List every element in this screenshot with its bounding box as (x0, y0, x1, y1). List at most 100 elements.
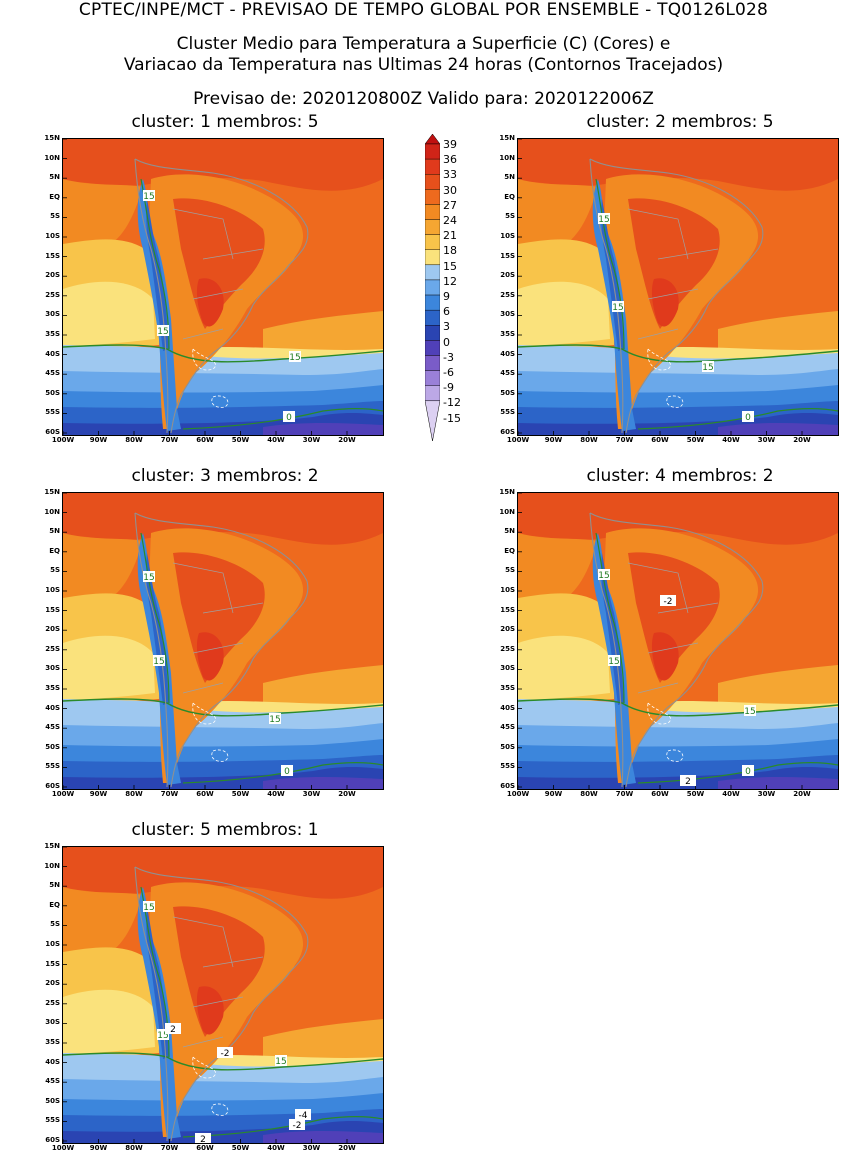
lon-tick: 80W (580, 436, 598, 444)
colorbar-label: 0 (443, 335, 450, 349)
colorbar-label: 12 (443, 274, 457, 288)
colorbar-segment (425, 385, 440, 401)
contour-label: 15 (143, 571, 155, 583)
lat-tick: 5N (49, 881, 60, 890)
lat-tick: 15N (499, 488, 515, 496)
colorbar-label: 39 (443, 138, 457, 151)
lat-tick: 60S (500, 428, 515, 436)
lat-tick: 60S (45, 782, 60, 790)
map-panel-5: 15 15 15 2 -2 -4 -2 2 (62, 846, 384, 1144)
colorbar (425, 134, 440, 441)
lat-tick: 45S (500, 723, 515, 732)
lat-tick: 5S (50, 920, 60, 929)
svg-text:15: 15 (612, 303, 623, 313)
lat-tick: 5S (505, 212, 515, 221)
colorbar-label: -9 (443, 381, 454, 395)
lat-tick: 10N (499, 153, 515, 162)
lon-tick: 20W (793, 790, 811, 798)
lon-tick: 20W (793, 436, 811, 444)
lat-tick: EQ (49, 192, 60, 201)
svg-text:15: 15 (598, 215, 609, 225)
colorbar-label: 9 (443, 290, 450, 303)
colorbar-label: 15 (443, 259, 457, 273)
map-canvas: 15 15 15 0 (63, 493, 383, 789)
lat-tick: EQ (49, 900, 60, 909)
colorbar-segment (425, 204, 440, 220)
lat-tick: 10S (500, 232, 515, 240)
lat-tick: 45S (45, 1077, 60, 1086)
contour-label: 15 (612, 301, 624, 313)
svg-text:-2: -2 (293, 1121, 302, 1131)
contour-label: 15 (702, 361, 714, 373)
lat-tick: 5S (50, 212, 60, 221)
lat-tick: 10N (44, 861, 60, 870)
lat-tick: 35S (500, 330, 515, 338)
lon-tick: 40W (267, 790, 285, 798)
colorbar-label: 27 (443, 198, 457, 212)
anomaly-label: -2 (289, 1119, 305, 1131)
lat-tick: 55S (45, 762, 60, 771)
lat-tick: 35S (45, 330, 60, 338)
lon-tick: 30W (302, 1144, 321, 1152)
lat-tick: 55S (45, 1116, 60, 1125)
header-line-4: Previsao de: 2020120800Z Valido para: 20… (193, 89, 654, 109)
svg-text:15: 15 (275, 1057, 286, 1067)
lon-tick: 70W (615, 436, 634, 444)
lat-tick: 60S (45, 1136, 60, 1144)
svg-text:15: 15 (153, 657, 164, 667)
lat-tick: 15N (499, 134, 515, 142)
contour-label: 0 (742, 411, 754, 423)
anomaly-label: 2 (165, 1023, 181, 1035)
svg-text:15: 15 (157, 327, 168, 337)
lon-tick: 90W (89, 1144, 108, 1152)
lat-tick: 60S (45, 428, 60, 436)
lat-tick: 40S (45, 1057, 60, 1066)
lat-tick: 15N (44, 134, 60, 142)
map-canvas: 15 15 15 0 (518, 139, 838, 435)
lat-tick: 15S (45, 605, 60, 614)
svg-text:2: 2 (200, 1135, 206, 1143)
lon-tick: 50W (231, 1144, 250, 1152)
lon-tick: 70W (615, 790, 634, 798)
lat-tick: 20S (500, 625, 515, 634)
contour-label: 15 (143, 190, 155, 202)
lon-tick: 90W (89, 790, 108, 798)
lat-tick: 10S (45, 940, 60, 948)
lat-tick: 25S (45, 998, 60, 1007)
lat-tick: 25S (45, 290, 60, 299)
colorbar-segment (425, 264, 440, 281)
lat-tick: 45S (45, 723, 60, 732)
lat-tick: 30S (45, 1018, 60, 1027)
lon-tick: 80W (125, 436, 143, 444)
lon-tick: 80W (125, 1144, 143, 1152)
colorbar-segment (425, 325, 440, 341)
lon-tick: 70W (160, 1144, 179, 1152)
colorbar-segment (425, 134, 440, 145)
lat-tick: 15S (45, 251, 60, 260)
colorbar-label: 3 (443, 320, 450, 334)
anomaly-label: -4 (295, 1109, 311, 1121)
lon-tick: 60W (196, 1144, 214, 1152)
contour-label: 15 (608, 655, 620, 667)
lat-tick: 5N (49, 173, 60, 182)
lat-tick: 30S (45, 664, 60, 673)
contour-label: 0 (281, 765, 293, 777)
colorbar-label: 36 (443, 153, 457, 167)
lon-tick: 50W (231, 790, 250, 798)
contour-label: 15 (598, 213, 610, 225)
svg-text:15: 15 (702, 363, 713, 373)
lon-tick: 90W (544, 436, 563, 444)
contour-label: 15 (289, 351, 301, 363)
map-panel-3: 15 15 15 0 (62, 492, 384, 790)
lat-tick: 45S (500, 369, 515, 378)
lon-tick: 60W (651, 790, 669, 798)
colorbar-segment (425, 249, 440, 266)
lat-tick: EQ (49, 546, 60, 555)
lon-tick: 100W (51, 436, 75, 444)
contour-label: 15 (157, 325, 169, 337)
lon-tick: 40W (267, 1144, 285, 1152)
svg-text:-2: -2 (664, 597, 673, 607)
lat-tick: 5N (504, 173, 515, 182)
lon-tick: 80W (580, 790, 598, 798)
